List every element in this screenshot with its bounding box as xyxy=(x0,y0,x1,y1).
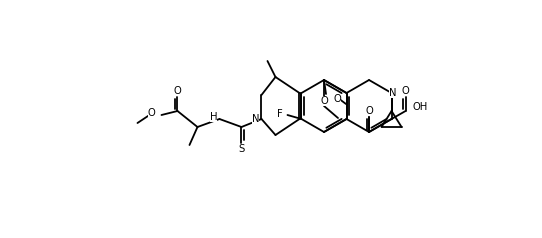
Text: O: O xyxy=(173,86,182,96)
Text: OH: OH xyxy=(412,102,428,112)
Text: N: N xyxy=(389,88,396,98)
Text: O: O xyxy=(365,106,373,116)
Text: N: N xyxy=(252,114,260,124)
Text: F: F xyxy=(277,109,282,119)
Text: O: O xyxy=(402,86,409,96)
Text: S: S xyxy=(238,144,244,154)
Text: O: O xyxy=(148,108,156,118)
Text: H: H xyxy=(210,112,217,122)
Text: O: O xyxy=(320,96,328,106)
Text: O: O xyxy=(333,94,341,104)
